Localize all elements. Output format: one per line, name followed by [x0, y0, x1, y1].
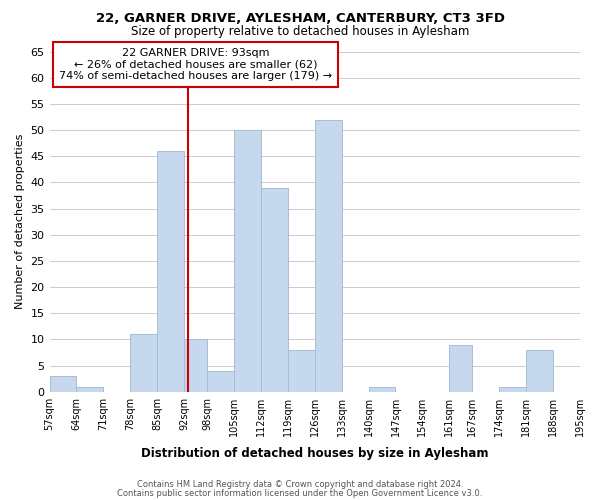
Bar: [261, 188, 288, 392]
Bar: [234, 130, 261, 392]
Y-axis label: Number of detached properties: Number of detached properties: [15, 134, 25, 310]
Bar: [207, 371, 234, 392]
Bar: [50, 376, 76, 392]
Bar: [315, 120, 341, 392]
Bar: [499, 386, 526, 392]
Bar: [184, 340, 207, 392]
Bar: [449, 344, 472, 392]
Text: 22, GARNER DRIVE, AYLESHAM, CANTERBURY, CT3 3FD: 22, GARNER DRIVE, AYLESHAM, CANTERBURY, …: [95, 12, 505, 26]
Bar: [368, 386, 395, 392]
Bar: [526, 350, 553, 392]
Bar: [288, 350, 315, 392]
Bar: [157, 151, 184, 392]
Bar: [76, 386, 103, 392]
Text: Size of property relative to detached houses in Aylesham: Size of property relative to detached ho…: [131, 25, 469, 38]
Bar: [130, 334, 157, 392]
X-axis label: Distribution of detached houses by size in Aylesham: Distribution of detached houses by size …: [141, 447, 488, 460]
Text: Contains HM Land Registry data © Crown copyright and database right 2024.: Contains HM Land Registry data © Crown c…: [137, 480, 463, 489]
Text: Contains public sector information licensed under the Open Government Licence v3: Contains public sector information licen…: [118, 488, 482, 498]
Text: 22 GARNER DRIVE: 93sqm
← 26% of detached houses are smaller (62)
74% of semi-det: 22 GARNER DRIVE: 93sqm ← 26% of detached…: [59, 48, 332, 81]
